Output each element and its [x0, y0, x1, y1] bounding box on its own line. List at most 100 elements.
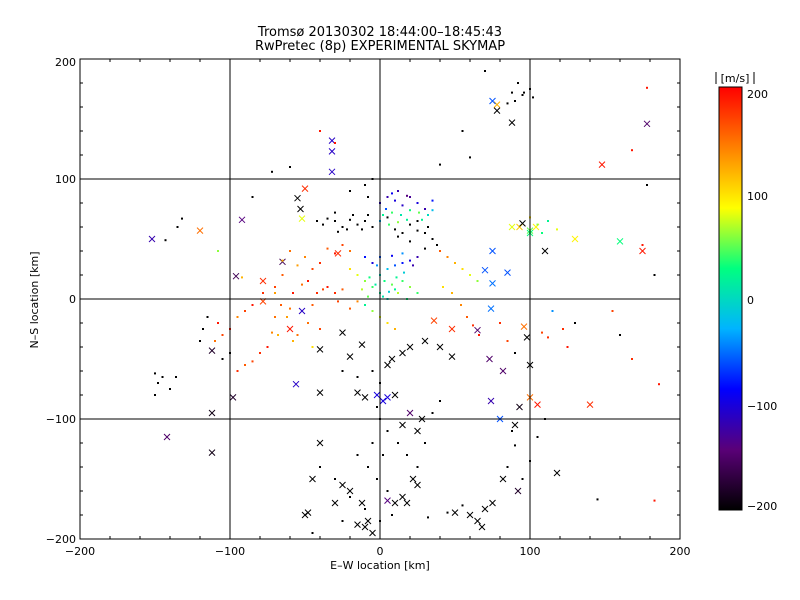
data-point-dot [409, 209, 411, 212]
data-point-dot [574, 322, 576, 324]
data-point-dot [337, 230, 339, 233]
colorbar-tick-label: −200 [747, 500, 777, 513]
data-point-cross [474, 517, 481, 525]
data-point-dot [161, 376, 164, 378]
data-point-dot [214, 340, 216, 342]
data-point-dot [416, 466, 419, 468]
data-point-cross [571, 235, 579, 243]
data-point-dot [397, 221, 399, 224]
data-point-dot [460, 304, 462, 306]
data-point-dot [401, 280, 404, 282]
data-point-dot [386, 268, 389, 270]
data-point-dot [439, 163, 441, 166]
data-point-dot [416, 292, 419, 294]
data-point-dot [551, 310, 554, 312]
data-point-dot [409, 223, 411, 226]
data-point-dot [424, 232, 426, 234]
data-points [148, 70, 660, 537]
data-point-cross [304, 509, 312, 516]
data-point-dot [244, 310, 246, 312]
data-point-cross [384, 361, 391, 369]
data-point-dot [368, 276, 371, 279]
data-point-dot [431, 238, 434, 240]
data-point-cross [493, 107, 501, 114]
data-point-cross [399, 349, 406, 357]
data-point-dot [406, 194, 408, 197]
data-point-cross [478, 523, 486, 531]
data-point-dot [274, 316, 276, 318]
data-point-cross [514, 487, 522, 495]
data-point-dot [352, 214, 354, 216]
data-point-cross [208, 409, 216, 417]
data-point-dot [341, 288, 344, 291]
data-point-dot [499, 322, 501, 324]
y-tick-label: 100 [55, 173, 76, 186]
data-point-dot [403, 271, 405, 274]
data-point-dot [446, 256, 449, 258]
data-point-dot [311, 268, 314, 270]
data-point-dot [409, 286, 411, 288]
data-point-dot [292, 292, 294, 294]
data-point-cross [238, 216, 246, 224]
data-point-dot [334, 252, 336, 255]
data-point-dot [364, 220, 366, 222]
data-point-dot [259, 352, 261, 354]
data-point-cross [481, 505, 489, 513]
data-point-dot [523, 91, 525, 94]
data-point-dot [406, 218, 408, 221]
colorbar: [m/s] 200 100 0 −100 −200 [715, 72, 777, 513]
data-point-dot [427, 226, 429, 228]
data-point-dot [281, 274, 284, 276]
data-point-cross [297, 205, 304, 213]
data-point-cross [508, 223, 516, 231]
data-point-cross [487, 397, 495, 405]
data-point-dot [391, 283, 393, 286]
data-point-dot [266, 346, 269, 348]
data-point-cross [316, 439, 324, 447]
data-point-dot [334, 211, 336, 214]
data-point-dot [394, 228, 396, 231]
data-point-cross [436, 343, 444, 351]
data-point-dot [349, 250, 351, 252]
data-point-dot [371, 370, 374, 372]
data-point-cross [493, 101, 501, 108]
colorbar-unit: [m/s] [721, 72, 750, 85]
data-point-dot [506, 466, 509, 468]
data-point-dot [376, 264, 378, 267]
colorbar-tick-label: 0 [747, 294, 754, 307]
data-point-dot [319, 466, 321, 468]
data-point-dot [382, 214, 384, 216]
data-point-dot [397, 190, 399, 192]
data-point-dot [251, 304, 254, 306]
data-point-dot [164, 239, 167, 242]
data-point-dot [251, 360, 254, 363]
data-point-dot [341, 520, 344, 522]
data-point-dot [653, 274, 656, 276]
data-point-dot [326, 247, 329, 250]
x-axis-label: E–W location [km] [330, 559, 430, 572]
data-point-cross [586, 401, 594, 408]
data-point-dot [301, 283, 303, 286]
data-point-cross [508, 119, 516, 126]
data-point-cross [511, 421, 519, 429]
data-point-dot [271, 331, 273, 334]
data-point-dot [436, 244, 438, 246]
data-point-dot [289, 166, 291, 168]
data-point-cross [499, 475, 507, 483]
data-point-dot [154, 394, 156, 396]
data-point-cross [486, 355, 493, 363]
data-point-cross [364, 517, 372, 525]
data-point-dot [281, 259, 284, 262]
data-point-dot [446, 511, 449, 514]
axis-ticks [79, 58, 681, 540]
data-point-dot [337, 300, 339, 303]
colorbar-tick-label: 100 [747, 190, 768, 203]
data-point-cross [328, 168, 336, 176]
data-point-cross [208, 347, 216, 354]
data-point-dot [154, 372, 156, 375]
data-point-dot [371, 226, 374, 228]
data-point-cross [358, 341, 366, 348]
data-point-cross [541, 247, 549, 255]
data-point-dot [244, 364, 246, 366]
data-point-dot [349, 307, 351, 310]
